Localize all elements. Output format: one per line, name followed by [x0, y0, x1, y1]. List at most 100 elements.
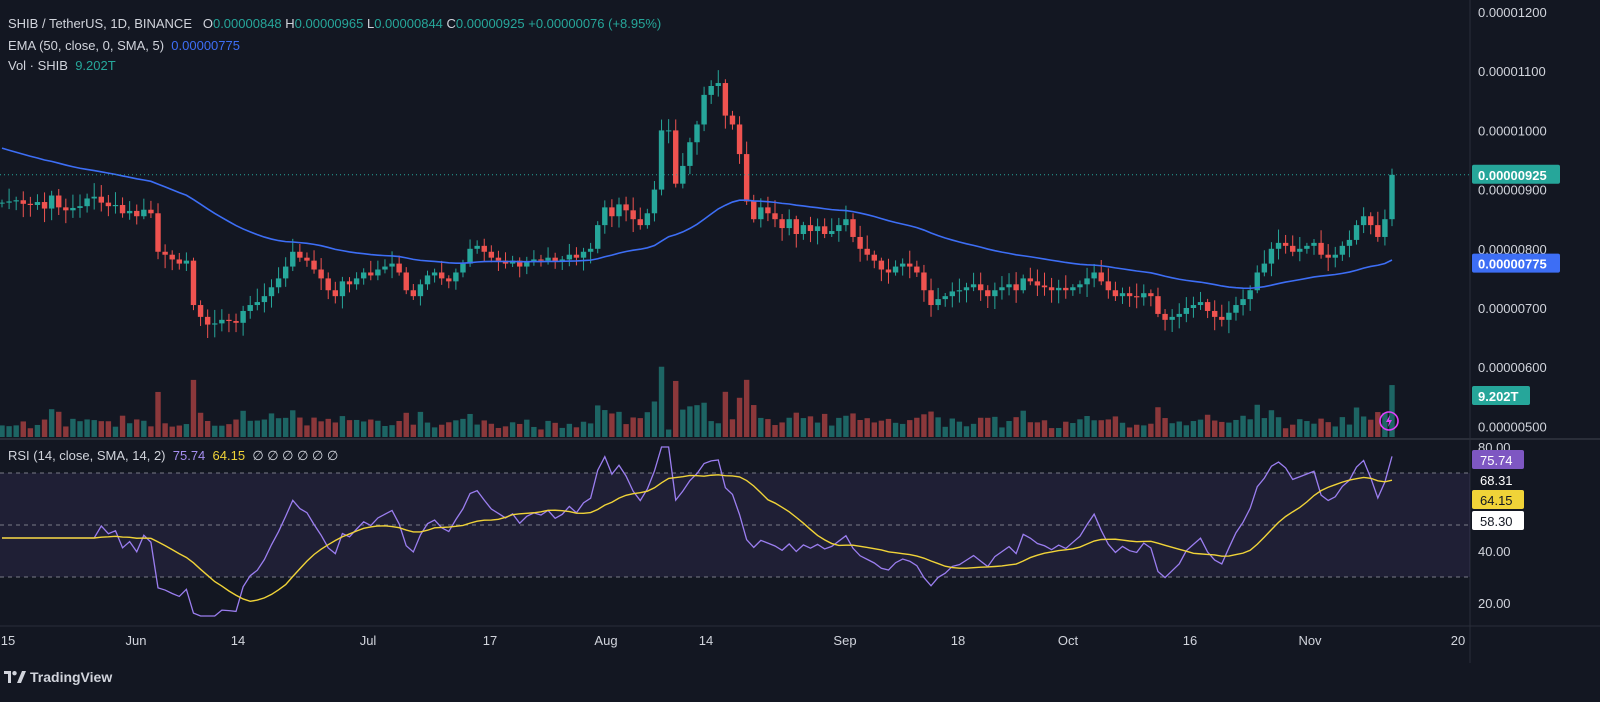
volume-bar	[141, 420, 147, 437]
candle-body	[658, 130, 665, 190]
rsi-badge-bg	[1472, 490, 1524, 509]
volume-bar	[148, 426, 154, 437]
volume-bar	[1162, 418, 1168, 437]
volume-bar	[1020, 410, 1026, 437]
candle-body	[1190, 305, 1197, 308]
candle-body	[382, 266, 388, 270]
volume-bar	[1226, 422, 1232, 437]
volume-bar	[474, 424, 480, 437]
volume-bar	[538, 429, 544, 437]
volume-bar	[694, 405, 700, 437]
volume-bar	[389, 425, 395, 437]
candle-body	[892, 266, 899, 273]
volume-bar	[665, 429, 672, 437]
candle-body	[233, 321, 239, 323]
volume-bar	[360, 421, 367, 437]
volume-bar	[1013, 417, 1019, 437]
time-axis-label: 18	[951, 633, 965, 648]
volume-bar	[1360, 416, 1367, 437]
candle-body	[914, 266, 920, 273]
volume-bar	[91, 420, 97, 437]
candle-body	[169, 254, 175, 260]
candle-body	[275, 278, 282, 288]
candle-body	[346, 281, 353, 285]
price-chart[interactable]: 0.00001200 0.00001100 0.00001000 0.00000900…	[0, 0, 1600, 663]
volume-bar	[751, 405, 757, 437]
open-value: 0.00000848	[212, 16, 282, 31]
rsi-badge-text: 58.30	[1480, 514, 1513, 529]
candle-body	[389, 263, 395, 267]
volume-bar	[20, 421, 26, 437]
ema-value: 0.00000775	[171, 38, 240, 53]
volume-bar	[814, 422, 821, 437]
rsi-badge: 75.74	[1472, 450, 1524, 469]
close-value: 0.00000925	[455, 16, 525, 31]
candle-body	[836, 225, 842, 232]
candle-body	[1162, 313, 1168, 320]
low-label: L	[366, 16, 375, 31]
volume-bar	[332, 422, 339, 437]
volume-bar	[41, 419, 48, 437]
volume-bar	[509, 422, 516, 437]
candle-body	[417, 284, 424, 297]
tradingview-logo[interactable]: TradingView	[4, 669, 112, 685]
candle-body	[219, 319, 225, 324]
candle-body	[1268, 248, 1275, 264]
volume-bar	[254, 420, 261, 437]
candle-body	[907, 263, 913, 267]
volume-bar	[247, 420, 253, 437]
candle-body	[204, 316, 211, 325]
volume-bar	[204, 420, 211, 437]
volume-bar	[396, 421, 402, 437]
candle-body	[609, 207, 615, 217]
lightning-icon	[1386, 415, 1392, 427]
volume-bar	[616, 411, 622, 437]
volume-bar	[56, 411, 62, 437]
candle-body	[1070, 287, 1076, 291]
ema-legend[interactable]: EMA (50, close, 0, SMA, 5) 0.00000775	[8, 38, 240, 53]
candle-body	[48, 195, 55, 209]
volume-bar	[715, 423, 721, 437]
volume-bar	[1219, 421, 1225, 437]
last-price-badge: 0.00000925	[1472, 164, 1560, 184]
volume-bar	[1332, 426, 1338, 437]
candle-body	[1155, 296, 1161, 314]
candle-body	[800, 225, 807, 234]
volume-bar	[517, 423, 523, 437]
volume-bar	[871, 422, 877, 437]
volume-bar	[502, 426, 509, 437]
volume-bar	[545, 420, 551, 437]
time-axis-label: 20	[1451, 633, 1465, 648]
low-value: 0.00000844	[374, 16, 443, 31]
candle-body	[814, 226, 821, 232]
volume-bar	[524, 419, 530, 437]
rsi-legend[interactable]: RSI (14, close, SMA, 14, 2) 75.74 64.15 …	[8, 448, 338, 464]
candle-body	[701, 94, 707, 125]
candle-body	[148, 209, 154, 214]
time-axis-label: 14	[699, 633, 713, 648]
volume-bar	[566, 423, 573, 437]
volume-legend[interactable]: Vol · SHIB 9.202T	[8, 58, 116, 73]
volume-bar	[353, 419, 360, 437]
volume-bar	[1197, 419, 1204, 437]
candle-body	[424, 275, 431, 285]
volume-bar	[836, 417, 842, 437]
candle-body	[517, 260, 523, 267]
candle-body	[1382, 219, 1388, 237]
candle-body	[1389, 174, 1395, 220]
symbol-title[interactable]: SHIB / TetherUS, 1D, BINANCE	[8, 16, 192, 31]
volume-bar	[467, 413, 473, 437]
candle-body	[396, 263, 402, 273]
candle-body	[680, 165, 686, 184]
volume-badge-bg	[1472, 386, 1530, 405]
volume-bar	[573, 427, 580, 437]
candle-body	[1006, 284, 1012, 288]
volume-bar	[807, 416, 814, 437]
change-value: +0.00000076 (+8.95%)	[528, 16, 662, 31]
volume-bar	[793, 412, 799, 437]
volume-bar	[282, 417, 289, 437]
volume-bar	[1325, 422, 1331, 437]
candle-body	[963, 287, 970, 291]
candle-body	[1176, 313, 1182, 317]
candle-body	[602, 207, 608, 226]
